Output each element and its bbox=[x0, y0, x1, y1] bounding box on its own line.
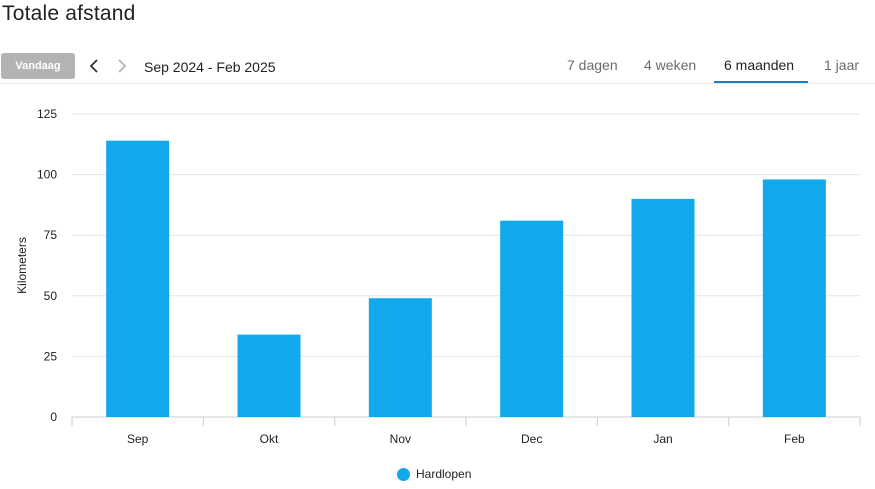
toolbar-divider bbox=[0, 83, 875, 84]
toolbar: Vandaag Sep 2024 - Feb 2025 7 dagen 4 we… bbox=[0, 52, 875, 84]
x-tick-label: Nov bbox=[390, 432, 411, 446]
bar-jan bbox=[631, 198, 695, 417]
y-tick-label: 0 bbox=[50, 410, 57, 424]
distance-bar-chart: 0 25 50 75 100 125 Kilometers Sep Okt Nov Dec Jan Fe… bbox=[0, 84, 875, 489]
y-tick-label: 100 bbox=[37, 168, 57, 182]
bar-okt bbox=[237, 334, 301, 417]
page-title: Totale afstand bbox=[2, 2, 136, 25]
today-button[interactable]: Vandaag bbox=[1, 53, 75, 79]
chart-legend[interactable]: Hardlopen bbox=[397, 466, 471, 482]
active-tab-indicator bbox=[714, 81, 808, 83]
y-tick-label: 25 bbox=[44, 349, 58, 363]
bar-dec bbox=[500, 220, 564, 417]
date-range-label: Sep 2024 - Feb 2025 bbox=[144, 59, 276, 75]
y-axis-title: Kilometers bbox=[15, 237, 29, 294]
bar-sep bbox=[106, 140, 170, 417]
tab-6-maanden[interactable]: 6 maanden bbox=[724, 57, 795, 73]
x-tick-label: Okt bbox=[260, 432, 279, 446]
chevron-left-icon[interactable] bbox=[85, 56, 103, 76]
tab-1-jaar[interactable]: 1 jaar bbox=[824, 57, 860, 73]
legend-label: Hardlopen bbox=[416, 467, 472, 481]
x-tick-label: Dec bbox=[521, 432, 542, 446]
chart-canvas: 0 25 50 75 100 125 Kilometers Sep Okt Nov Dec Jan Fe… bbox=[15, 107, 861, 446]
tab-4-weken[interactable]: 4 weken bbox=[644, 57, 697, 73]
x-tick-label: Feb bbox=[784, 432, 805, 446]
y-tick-label: 50 bbox=[44, 289, 58, 303]
y-tick-label: 125 bbox=[37, 107, 57, 121]
x-tick-label: Sep bbox=[127, 432, 149, 446]
bar-nov bbox=[368, 298, 432, 417]
x-tick-label: Jan bbox=[653, 432, 672, 446]
legend-swatch bbox=[397, 467, 410, 481]
y-tick-label: 75 bbox=[44, 228, 58, 242]
chevron-right-icon[interactable] bbox=[113, 56, 131, 76]
tab-7-dagen[interactable]: 7 dagen bbox=[567, 57, 618, 73]
bar-feb bbox=[762, 179, 826, 417]
